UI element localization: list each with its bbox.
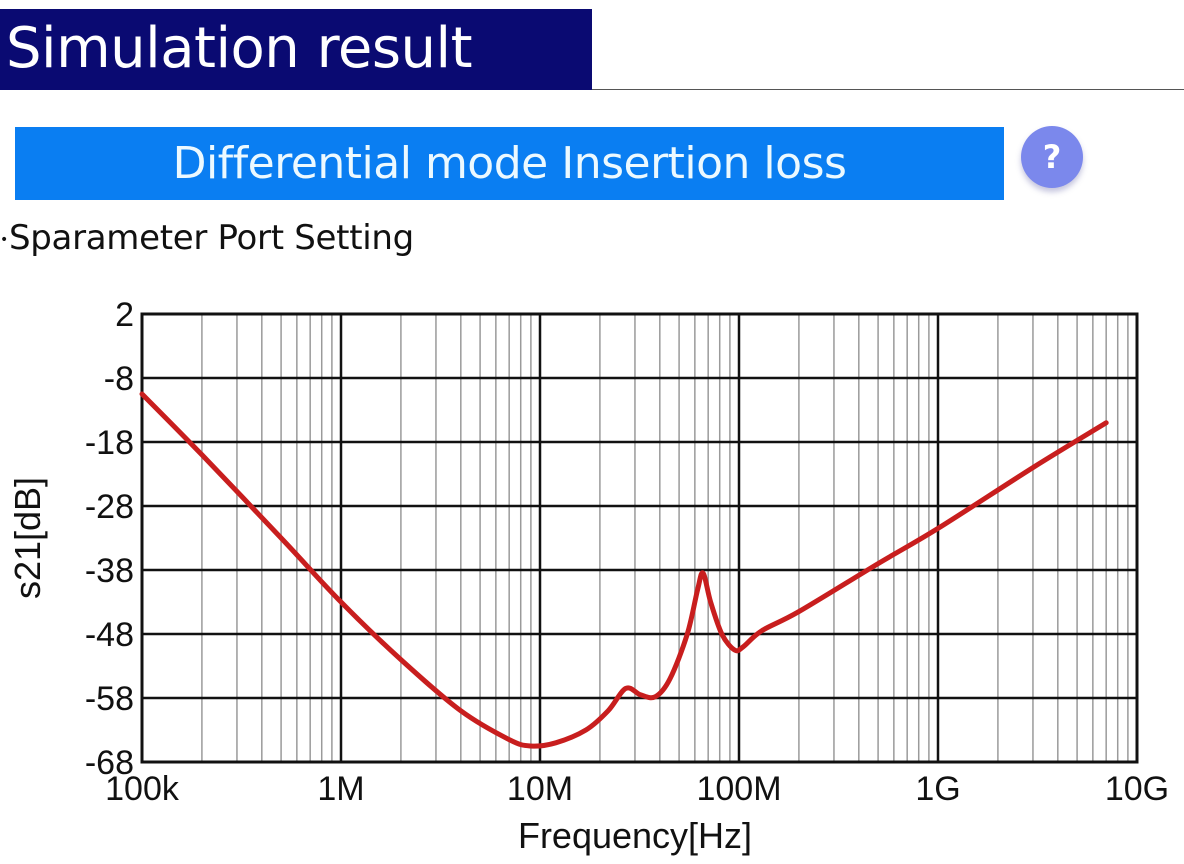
y-axis-label: s21[dB] xyxy=(7,477,48,599)
chart-title-banner: Differential mode Insertion loss xyxy=(15,127,1004,200)
help-button[interactable]: ? xyxy=(1021,126,1083,188)
x-axis-label: Frequency[Hz] xyxy=(518,815,752,856)
y-tick-label: -68 xyxy=(85,744,134,782)
y-tick-label: -18 xyxy=(85,424,134,462)
y-tick-label: -48 xyxy=(85,616,134,654)
x-tick-label: 10G xyxy=(1105,770,1169,808)
x-tick-label: 1M xyxy=(317,770,364,808)
y-tick-label: -38 xyxy=(85,552,134,590)
y-axis-tick-labels: 2 -8 -18 -28 -38 -48 -58 -68 xyxy=(85,296,134,782)
minor-gridlines xyxy=(201,314,1129,762)
x-tick-label: 1G xyxy=(915,770,960,808)
s21-curve xyxy=(139,391,1109,749)
y-tick-label: -28 xyxy=(85,488,134,526)
x-tick-label: 10M xyxy=(507,770,573,808)
bullet-icon: • xyxy=(0,231,8,248)
title-divider xyxy=(592,89,1184,90)
y-tick-label: -58 xyxy=(85,680,134,718)
x-tick-label: 100M xyxy=(696,770,781,808)
x-axis-tick-labels: 100k 1M 10M 100M 1G 10G xyxy=(105,770,1169,808)
plot-frame xyxy=(140,312,1139,764)
title-bar: Simulation result xyxy=(0,9,592,90)
sparameter-port-setting-link[interactable]: •Sparameter Port Setting xyxy=(0,218,414,258)
y-tick-label: 2 xyxy=(115,296,134,334)
question-mark-icon: ? xyxy=(1042,138,1062,176)
x-tick-label: 100k xyxy=(105,770,180,808)
y-tick-label: -8 xyxy=(104,360,134,398)
sparameter-port-setting-label: Sparameter Port Setting xyxy=(8,218,414,258)
chart-title: Differential mode Insertion loss xyxy=(172,138,847,189)
page-title: Simulation result xyxy=(6,16,473,81)
